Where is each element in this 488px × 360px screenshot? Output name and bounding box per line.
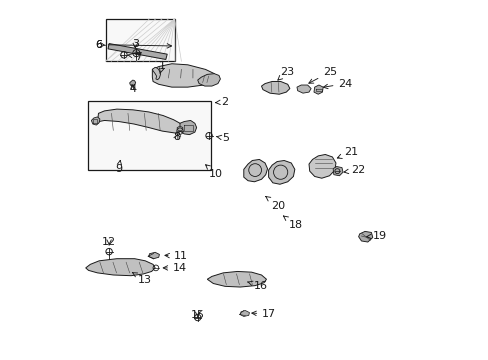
Polygon shape [244,159,267,182]
Polygon shape [148,252,159,259]
Text: 10: 10 [205,165,223,179]
Text: 23: 23 [277,67,293,80]
Text: 5: 5 [216,133,229,143]
Polygon shape [358,231,372,242]
Text: 7: 7 [128,51,141,62]
Text: 1: 1 [159,61,165,74]
Polygon shape [152,64,216,87]
Bar [105,19,174,61]
Text: 18: 18 [283,216,302,230]
Text: 14: 14 [163,263,186,273]
Text: 12: 12 [102,237,116,247]
Polygon shape [296,85,310,93]
Polygon shape [261,81,289,94]
Polygon shape [180,121,196,135]
Polygon shape [268,161,294,184]
Text: 4: 4 [129,84,136,94]
Text: 2: 2 [215,97,228,107]
Polygon shape [308,154,335,178]
Text: 13: 13 [132,273,152,285]
Text: 22: 22 [344,165,365,175]
Text: 25: 25 [308,67,337,83]
Polygon shape [97,109,183,133]
Text: 8: 8 [173,132,180,143]
Text: 21: 21 [337,147,358,158]
Text: 20: 20 [265,197,285,211]
Text: 16: 16 [247,281,267,291]
Text: 15: 15 [190,310,204,320]
Text: 6: 6 [96,40,105,50]
Polygon shape [197,74,220,86]
Polygon shape [207,271,266,287]
Polygon shape [91,117,100,125]
Bar [88,101,211,170]
Text: 24: 24 [323,78,352,89]
Polygon shape [177,126,183,131]
Polygon shape [240,310,249,316]
Text: 3: 3 [132,39,139,49]
Text: 9: 9 [115,160,122,174]
Polygon shape [332,167,343,176]
Text: 11: 11 [164,251,187,261]
Polygon shape [85,259,155,276]
Polygon shape [152,67,160,80]
Polygon shape [313,85,323,94]
Polygon shape [108,44,167,59]
Text: 19: 19 [366,231,386,241]
Text: 17: 17 [251,309,276,319]
Polygon shape [129,80,135,86]
Text: 6: 6 [96,40,171,50]
